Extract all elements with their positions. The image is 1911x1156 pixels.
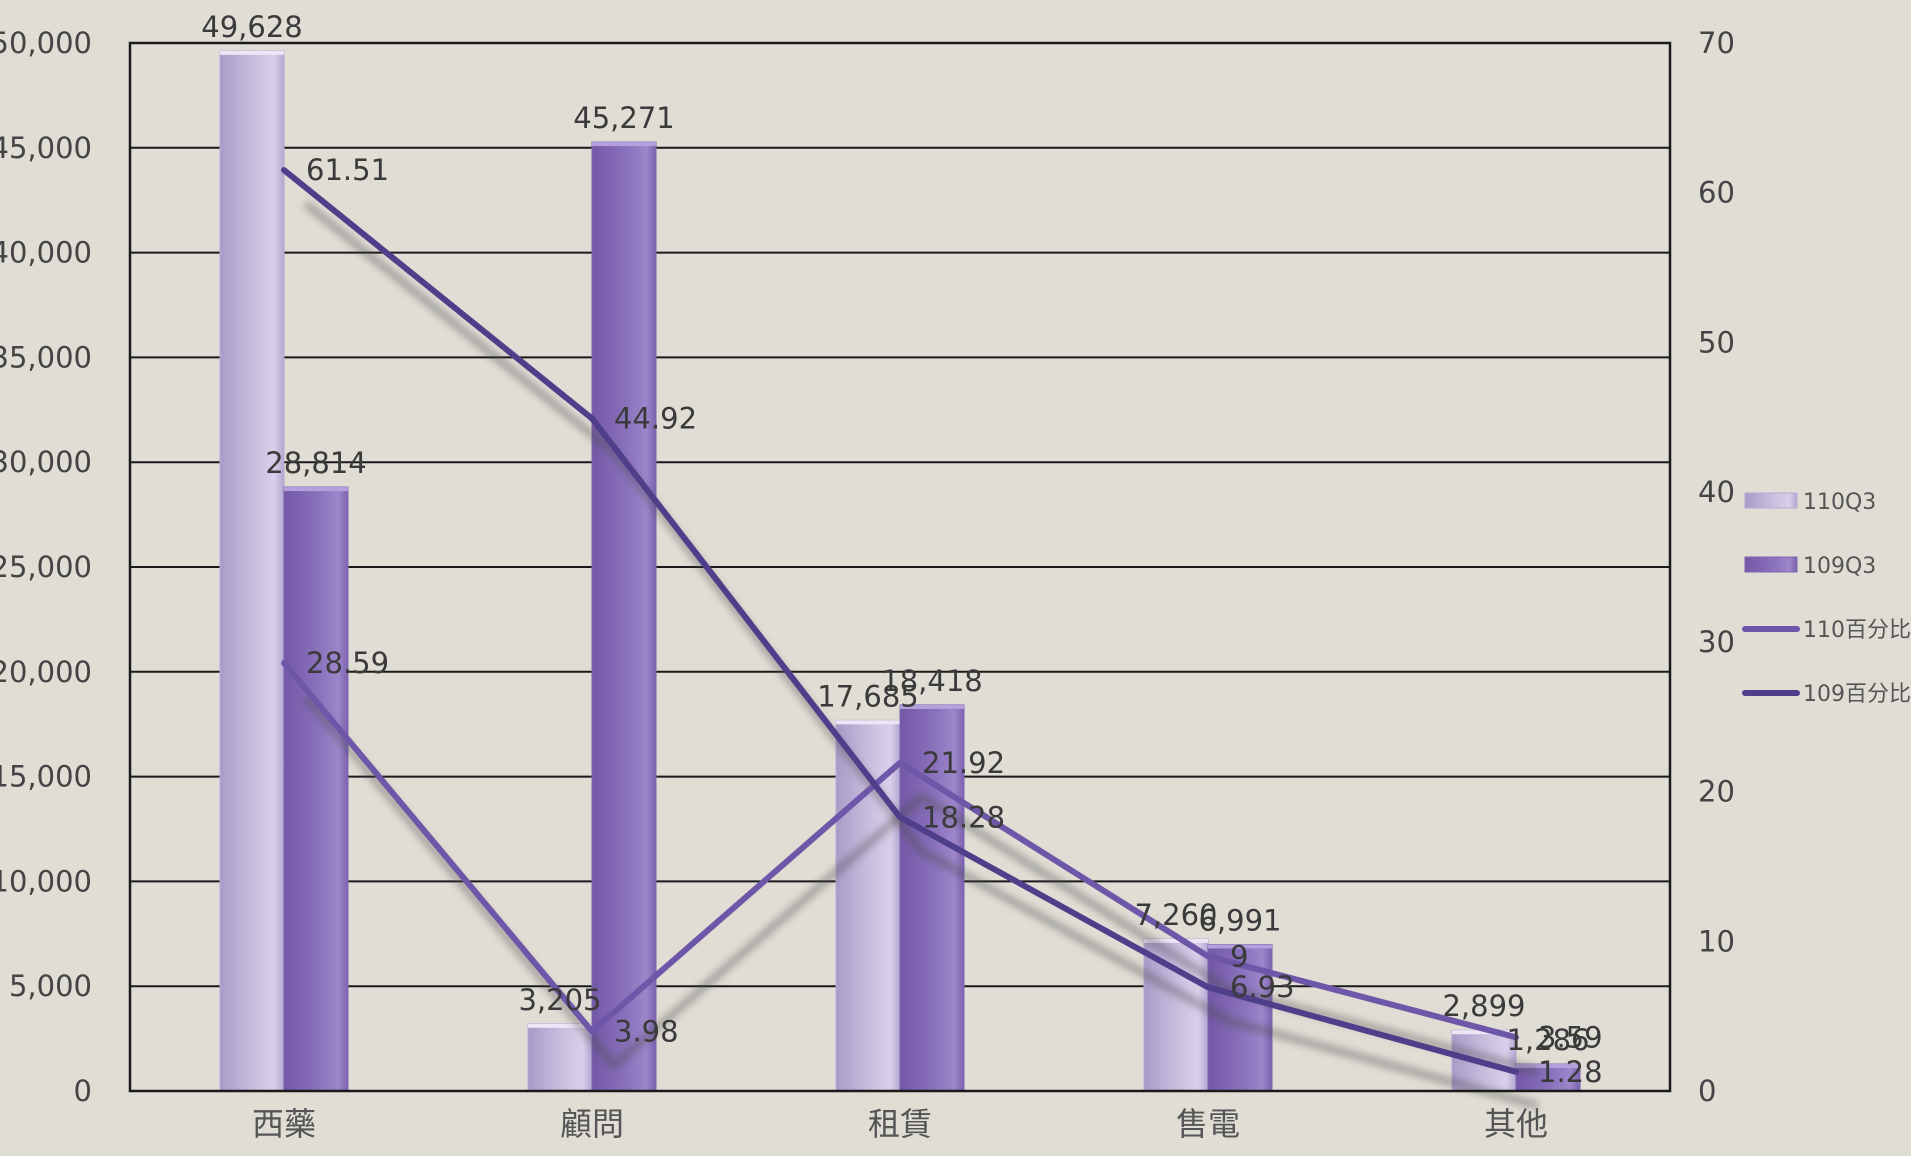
y-left-tick-label: 35,000 [0,340,92,374]
y-right-tick-label: 30 [1698,625,1735,659]
bar-value-label: 18,418 [881,664,982,698]
y-right-tick-label: 40 [1698,475,1735,509]
bar-value-label: 28,814 [265,446,366,480]
bar-value-label: 17,685 [817,679,918,713]
y-left-tick-label: 30,000 [0,445,92,479]
bar-110Q3 [527,1023,593,1092]
bar-value-label: 6,991 [1198,903,1281,937]
line-value-label: 3.98 [614,1014,679,1048]
x-category-label: 其他 [1484,1105,1548,1143]
legend-swatch [1744,556,1798,573]
x-category-label: 顧問 [560,1105,624,1143]
data-labels: 49,628 3,205 17,685 7,260 2,899 28,814 45,271 1… [201,10,1602,1089]
y-left-tick-label: 15,000 [0,760,92,794]
legend-label: 109Q3 [1803,554,1876,579]
x-category-label: 租賃 [868,1105,932,1143]
legend-label: 110百分比 [1803,618,1911,643]
legend-label: 109百分比 [1803,682,1911,707]
y-left-tick-label: 10,000 [0,864,92,898]
y-left-tick-label: 20,000 [0,655,92,689]
bar-109Q3 [283,486,349,1092]
bar-110Q3 [1143,938,1209,1092]
axes: 0 5,000 10,000 15,000 20,000 25,000 30,000 35,0… [0,26,1735,1143]
y-left-tick-label: 25,000 [0,550,92,584]
y-right-tick-label: 0 [1698,1074,1716,1108]
bar-value-label: 1,286 [1506,1023,1589,1057]
plot-frame [128,41,1672,1093]
y-right-tick-label: 10 [1698,924,1735,958]
y-right-tick-label: 60 [1698,176,1735,210]
line-shadow-110百分比 [303,694,1539,1075]
y-left-tick-label: 50,000 [0,26,92,60]
bar-top-highlight [1208,944,1272,949]
y-left-tick-label: 5,000 [9,969,92,1003]
line-value-label: 6.93 [1230,970,1295,1004]
bar-value-label: 2,899 [1442,989,1525,1023]
x-category-label: 售電 [1176,1105,1240,1143]
bar-series [219,50,1581,1092]
bar-top-highlight [836,720,900,725]
line-shadow-109百分比 [303,201,1539,1110]
x-category-label: 西藥 [252,1105,316,1143]
bar-top-highlight [220,50,284,55]
line-109百分比 [281,167,1519,1075]
bar-top-highlight [1452,1030,1516,1035]
bar-109Q3 [591,141,657,1092]
bar-value-label: 3,205 [518,983,601,1017]
bar-top-highlight [592,142,656,147]
bar-top-highlight [1516,1064,1580,1069]
line-value-label: 1.28 [1538,1055,1603,1089]
y-right-tick-label: 20 [1698,775,1735,809]
legend-swatch [1744,492,1798,509]
bar-top-highlight [284,487,348,492]
line-value-label: 9 [1230,939,1248,973]
bar-value-label: 45,271 [573,101,674,135]
legend-label: 110Q3 [1803,490,1876,515]
y-right-tick-label: 50 [1698,325,1735,359]
y-left-tick-label: 0 [74,1074,92,1108]
bar-top-highlight [1144,938,1208,943]
bar-110Q3 [219,50,285,1092]
bar-top-highlight [528,1023,592,1028]
legend: 110Q3 109Q3 110百分比 109百分比 [1742,490,1911,707]
line-value-label: 61.51 [306,153,389,187]
y-right-tick-label: 70 [1698,26,1735,60]
line-value-label: 28.59 [306,646,389,680]
line-110百分比 [281,660,1519,1041]
line-value-label: 3.59 [1538,1020,1603,1054]
y-left-tick-label: 45,000 [0,131,92,165]
line-series [281,167,1519,1075]
line-shadows [303,201,1539,1110]
line-value-label: 18.28 [922,800,1005,834]
line-value-label: 44.92 [614,401,697,435]
bar-value-label: 49,628 [201,10,302,44]
y-left-tick-label: 40,000 [0,236,92,270]
bar-top-highlight [900,704,964,709]
bar-value-label: 7,260 [1134,898,1217,932]
line-value-label: 21.92 [922,746,1005,780]
